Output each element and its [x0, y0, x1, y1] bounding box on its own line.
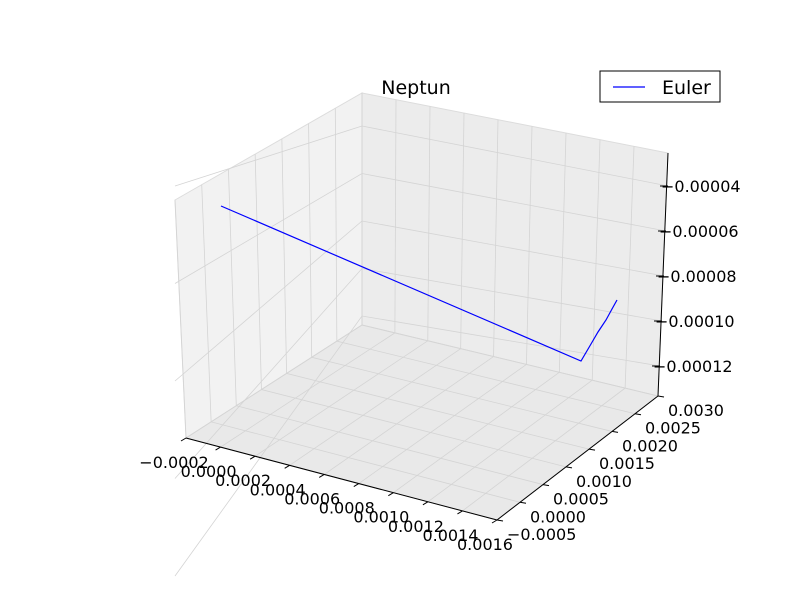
grid-line-y [334, 108, 636, 415]
tick-x [215, 446, 221, 451]
tick-label-y: 0.0030 [668, 401, 724, 420]
tick-x [180, 437, 187, 442]
tick-label-x: 0.0006 [284, 489, 340, 508]
grid-line-y [308, 123, 613, 432]
tick-label-y: 0.0005 [553, 490, 609, 509]
tick-label-x: 0.0004 [250, 480, 306, 499]
chart-title: Neptun [381, 77, 451, 99]
tick-y [657, 395, 665, 398]
tick-y [588, 448, 596, 451]
grid-line-z [174, 315, 661, 577]
tick-x [318, 474, 325, 478]
series-layer [220, 205, 618, 362]
tick-label-z: −0.00008 [657, 267, 737, 286]
grid-line-z [174, 220, 665, 382]
tick-label-x: 0.0012 [388, 517, 444, 536]
tick-label-y: 0.0025 [645, 419, 701, 438]
tick-label-x: 0.0014 [422, 526, 478, 545]
tick-x [249, 455, 256, 460]
tick-marks [180, 152, 669, 524]
grid-line-y [201, 184, 521, 503]
tick-label-x: 0.0000 [181, 462, 237, 481]
tick-label-x: 0.0016 [457, 535, 513, 554]
tick-label-z: −0.00012 [653, 357, 733, 376]
tick-x [388, 492, 394, 497]
legend-label-euler: Euler [662, 77, 711, 99]
tick-label-x: 0.0008 [319, 499, 375, 518]
tick-label-z: −0.00006 [659, 222, 739, 241]
axes-panes [174, 92, 669, 521]
x-axis-line [185, 437, 498, 521]
grid-line-z [174, 125, 669, 187]
tick-label-z: −0.00004 [661, 177, 741, 196]
grid-line-z [174, 268, 663, 479]
tick-label-z: −0.00010 [655, 312, 735, 331]
tick-x [422, 501, 429, 506]
tick-y [634, 413, 642, 416]
legend: Euler [599, 70, 721, 103]
grid-line-y [281, 138, 590, 450]
tick-label-x: 0.0002 [215, 471, 271, 490]
y-axis-line [496, 395, 659, 521]
tick-y [542, 484, 550, 487]
tick-x [491, 519, 498, 524]
tick-y [611, 430, 619, 433]
tick-label-x: −0.0002 [139, 453, 208, 472]
grid-line-y [254, 154, 567, 468]
tick-label-y: 0.0010 [576, 472, 632, 491]
grid-line-y [228, 169, 544, 485]
tick-label-y: −0.0005 [507, 525, 576, 544]
tick-y [565, 466, 573, 469]
series-line-euler [220, 205, 618, 362]
tick-label-y: 0.0020 [622, 436, 678, 455]
z-axis-line [657, 152, 669, 397]
grid-line-y [361, 93, 659, 397]
tick-label-y: 0.0000 [530, 507, 586, 526]
tick-x [353, 483, 360, 487]
tick-x [284, 464, 290, 469]
tick-label-x: 0.0010 [353, 508, 409, 527]
grid-line-z [174, 173, 667, 284]
tick-x [457, 510, 463, 515]
tick-y [519, 501, 527, 504]
tick-labels: −0.00020.00000.00020.00040.00060.00080.0… [139, 177, 740, 554]
tick-y [496, 519, 504, 522]
tick-label-y: 0.0015 [599, 454, 655, 473]
